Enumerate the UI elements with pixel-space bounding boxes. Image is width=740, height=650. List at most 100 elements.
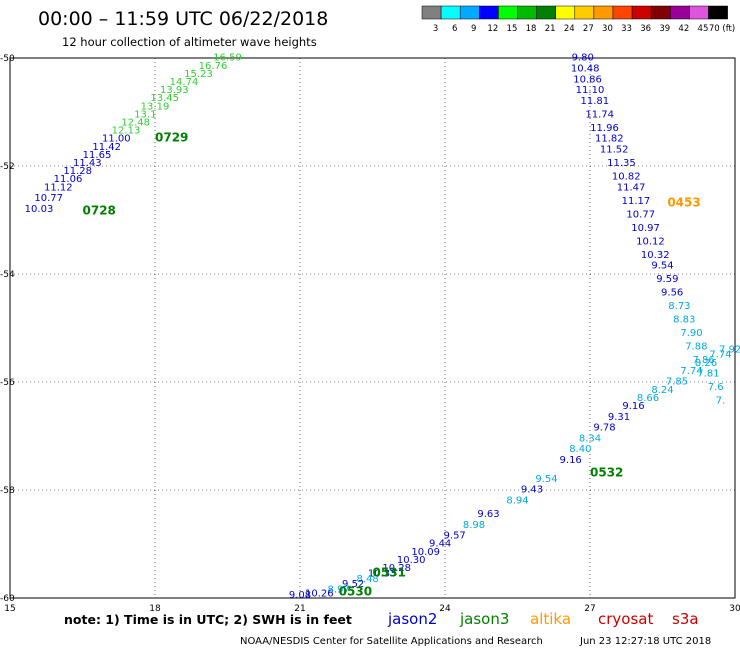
scale-swatch: [593, 5, 614, 20]
wave-height-value: 8.26: [695, 358, 717, 369]
scale-swatch: [536, 5, 556, 20]
scale-label: 3: [433, 24, 438, 34]
map-grid: 15 18 21 24 27 30 -50 -52 -54 -56 -58 -60: [0, 54, 740, 614]
units-note: note: 1) Time is in UTC; 2) SWH is in fe…: [64, 612, 352, 627]
y-tick-label: -52: [0, 162, 15, 172]
wave-height-value: 11.43: [73, 158, 102, 169]
wave-height-value: 15.23: [184, 69, 213, 80]
track-t0531: 8.949.439.54 9.638.989.579.4410.0910.3010…: [328, 474, 558, 596]
scale-label: 36: [640, 24, 651, 34]
wave-height-value: 11.82: [595, 134, 624, 145]
scale-swatch: [479, 5, 499, 20]
wave-height-value: 11.17: [622, 196, 651, 207]
y-tick-label: -54: [0, 270, 15, 280]
scale-label: 39: [659, 24, 670, 34]
wave-height-value: 10.86: [573, 74, 602, 85]
x-tick-label: 18: [149, 604, 161, 614]
wave-height-value: 9.16: [622, 401, 644, 412]
wave-height-value: 10.03: [25, 204, 54, 215]
pass-time-label: 0532: [590, 466, 623, 480]
wave-height-value: 10.09: [411, 547, 440, 558]
wave-height-value: 8.34: [579, 433, 601, 444]
wave-height-value: 9.78: [593, 423, 615, 434]
wave-height-value: 8.66: [637, 393, 659, 404]
scale-label: 9: [471, 24, 476, 34]
wave-height-value: 13.1: [134, 109, 156, 120]
wave-height-value: 8.94: [506, 496, 528, 507]
legend-jason2: jason2: [387, 610, 437, 628]
y-tick-label: -58: [0, 486, 15, 496]
wave-height-value: 11.52: [600, 145, 629, 156]
scale-swatch: [612, 5, 633, 20]
scale-swatch: [498, 5, 518, 20]
wave-height-value: 11.06: [54, 174, 83, 185]
pass-time-label: 0531: [373, 565, 406, 579]
wave-height-value: 7.90: [680, 328, 702, 339]
pass-time-label: 0530: [339, 584, 372, 598]
scale-label: 33: [621, 24, 632, 34]
wave-height-value: 16.59: [213, 53, 242, 64]
wave-height-value: 7.6: [708, 382, 724, 393]
track-t0729: 12.1312.4813.113.1913.4513.9314.7415.231…: [112, 53, 242, 145]
wave-height-value: 12.48: [121, 118, 150, 129]
scale-swatch: [631, 5, 652, 20]
wave-height-value: 11.12: [44, 182, 73, 193]
wave-height-value: 7.92: [719, 344, 740, 355]
scale-swatch: [574, 5, 595, 20]
wave-height-value: 8.97: [328, 585, 350, 596]
wave-height-value: 8.83: [673, 315, 695, 326]
scale-swatch: [650, 5, 671, 20]
wave-height-value: 11.00: [102, 134, 131, 145]
scale-swatch: [517, 5, 537, 20]
legend-cryosat: cryosat: [598, 610, 653, 628]
satellite-legend: jason2 jason3 altika cryosat s3a: [387, 610, 699, 628]
scale-label: 6: [452, 24, 457, 34]
plot-frame: [9, 57, 736, 599]
wave-height-value: 9.16: [560, 455, 582, 466]
wave-height-value: 9.63: [477, 509, 499, 520]
wave-height-value: 9.43: [521, 485, 543, 496]
wave-height-value: 13.93: [160, 85, 189, 96]
scale-label: 18: [526, 24, 537, 34]
scale-label: 27: [583, 24, 594, 34]
wave-height-value: 11.74: [585, 109, 614, 120]
wave-height-value: 11.47: [617, 182, 646, 193]
wave-height-value: 7.74: [709, 350, 731, 361]
y-tick-label: -50: [0, 54, 15, 64]
color-scale: 3 6 9 12 15 18 21 24 27 30 33 36 39 42 45 70 (ft): [421, 5, 735, 34]
pass-time-label: 0729: [155, 131, 188, 145]
wave-height-value: 10.82: [612, 172, 641, 183]
scale-label: 15: [507, 24, 518, 34]
wave-height-value: 13.45: [150, 93, 179, 104]
scale-swatch: [459, 5, 480, 20]
scale-swatch: [708, 5, 728, 20]
scale-label: 12: [487, 24, 498, 34]
scale-label: 24: [564, 24, 575, 34]
x-tick-label: 21: [294, 604, 305, 614]
wave-height-value: 11.28: [63, 166, 92, 177]
wave-height-value: 10.77: [34, 193, 63, 204]
y-tick-label: -56: [0, 378, 15, 388]
scale-label: 70 (ft): [709, 24, 735, 34]
wave-height-value: 7.88: [685, 342, 707, 353]
footer-timestamp: Jun 23 12:27:18 UTC 2018: [579, 636, 711, 647]
scale-swatch: [555, 5, 576, 20]
wave-height-value: 9.54: [651, 261, 673, 272]
wave-height-value: 13.19: [141, 101, 170, 112]
track-t0532: 9.168.408.349.789.319.168.668.247.857.74…: [560, 344, 740, 479]
wave-height-value: 10.48: [571, 64, 600, 75]
wave-height-value: 9.59: [656, 274, 678, 285]
scale-label: 45: [698, 24, 709, 34]
wave-height-value: 10.26: [305, 588, 334, 599]
legend-jason3: jason3: [459, 610, 509, 628]
wave-height-value: 11.42: [92, 142, 121, 153]
pass-time-label: 0728: [83, 204, 116, 218]
wave-height-value: 11.10: [576, 85, 605, 96]
track-t0453: 9.8010.4810.8611.1011.8111.7411.9611.821…: [571, 53, 725, 407]
wave-height-value: 7.: [716, 396, 726, 407]
wave-height-value: 8.48: [357, 574, 379, 585]
wave-height-value: 8.73: [668, 301, 690, 312]
wave-height-value: 10.12: [636, 236, 665, 247]
wave-height-value: 9.44: [429, 539, 451, 550]
